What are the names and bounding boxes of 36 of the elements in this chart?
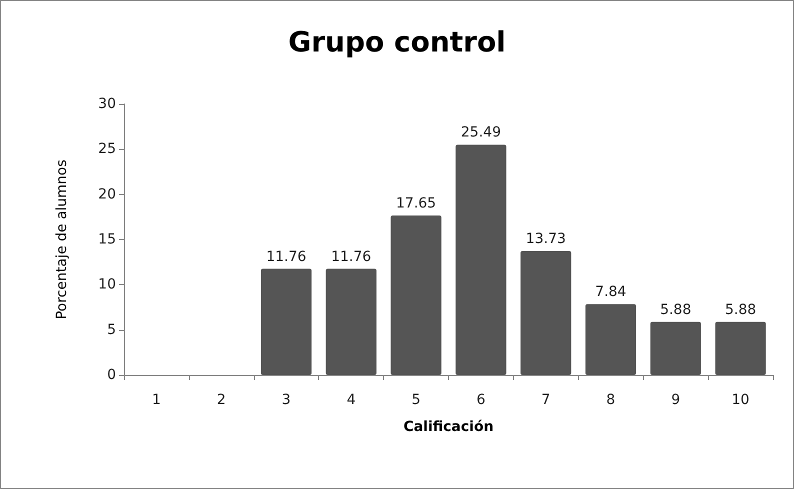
data-label: 11.76: [331, 248, 372, 265]
y-tick-label: 25: [98, 141, 116, 158]
chart-title: Grupo control: [288, 26, 506, 58]
y-tick-label: 0: [107, 367, 116, 383]
y-tick-label: 30: [98, 96, 116, 112]
x-tick-label: 9: [671, 392, 680, 408]
x-tick-label: 6: [476, 392, 486, 408]
x-tick-label: 2: [216, 392, 226, 408]
bar: [520, 250, 572, 375]
data-label: 5.88: [660, 302, 692, 318]
y-tick-label: 20: [98, 186, 116, 202]
x-tick-label: 3: [282, 392, 291, 408]
x-tick-label: 7: [541, 392, 550, 408]
bar: [326, 268, 376, 375]
data-label: 17.65: [396, 196, 436, 212]
data-label: 25.49: [460, 124, 501, 141]
x-tick-label: 10: [732, 392, 750, 408]
x-tick-label: 8: [606, 392, 616, 408]
bar: [456, 144, 506, 375]
y-tick-label: 15: [98, 232, 116, 248]
bar: [585, 304, 636, 375]
data-label: 11.76: [266, 248, 306, 265]
data-label: 13.73: [526, 230, 566, 247]
bar: [715, 322, 766, 375]
data-label: 5.88: [724, 302, 756, 318]
x-tick-label: 1: [152, 392, 161, 408]
y-axis-title: Porcentaje de alumnos: [54, 160, 70, 320]
bar: [260, 268, 312, 375]
y-tick-label: 5: [107, 322, 116, 338]
x-tick-label: 4: [346, 392, 356, 408]
bar: [650, 322, 701, 375]
data-label: 7.84: [595, 284, 626, 300]
x-tick-label: 5: [412, 392, 421, 408]
bar: [390, 216, 442, 375]
y-tick-label: 10: [98, 276, 116, 293]
x-axis-title: Calificación: [403, 419, 494, 435]
